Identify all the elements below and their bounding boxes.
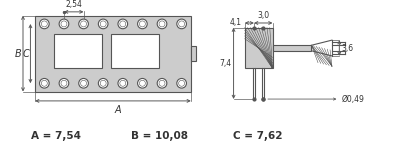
Text: 2,54: 2,54 [65,0,82,9]
Circle shape [80,21,86,27]
Circle shape [179,80,184,86]
Text: C: C [23,49,30,59]
Circle shape [98,19,108,29]
Text: 3,6: 3,6 [341,43,353,53]
Text: C = 7,62: C = 7,62 [233,131,282,141]
Text: A: A [114,105,121,115]
Circle shape [41,80,47,86]
Circle shape [177,79,186,88]
Bar [35,16,191,92]
Circle shape [98,79,108,88]
Bar [245,28,272,68]
Circle shape [41,21,47,27]
Circle shape [138,79,147,88]
Circle shape [177,19,186,29]
Circle shape [118,19,128,29]
Text: 3,0: 3,0 [257,11,269,20]
Circle shape [138,19,147,29]
Circle shape [79,19,88,29]
Circle shape [120,21,126,27]
Circle shape [157,19,167,29]
Text: Ø0,49: Ø0,49 [341,95,364,104]
Text: 7,4: 7,4 [220,59,232,68]
Bar [54,34,102,68]
Circle shape [140,80,145,86]
Text: B = 10,08: B = 10,08 [131,131,188,141]
Circle shape [100,80,106,86]
Text: A = 7,54: A = 7,54 [31,131,81,141]
Circle shape [40,19,49,29]
Bar [111,34,159,68]
Circle shape [80,80,86,86]
Circle shape [59,19,69,29]
Circle shape [79,79,88,88]
Bar [272,45,312,51]
Circle shape [40,79,49,88]
Circle shape [159,80,165,86]
Circle shape [157,79,167,88]
Circle shape [61,80,67,86]
Circle shape [118,79,128,88]
Text: 4,1: 4,1 [230,18,242,27]
Circle shape [120,80,126,86]
Circle shape [100,21,106,27]
Circle shape [59,79,69,88]
Circle shape [159,21,165,27]
Circle shape [61,21,67,27]
Bar [191,46,196,61]
Text: B: B [14,49,21,59]
Circle shape [179,21,184,27]
Circle shape [140,21,145,27]
